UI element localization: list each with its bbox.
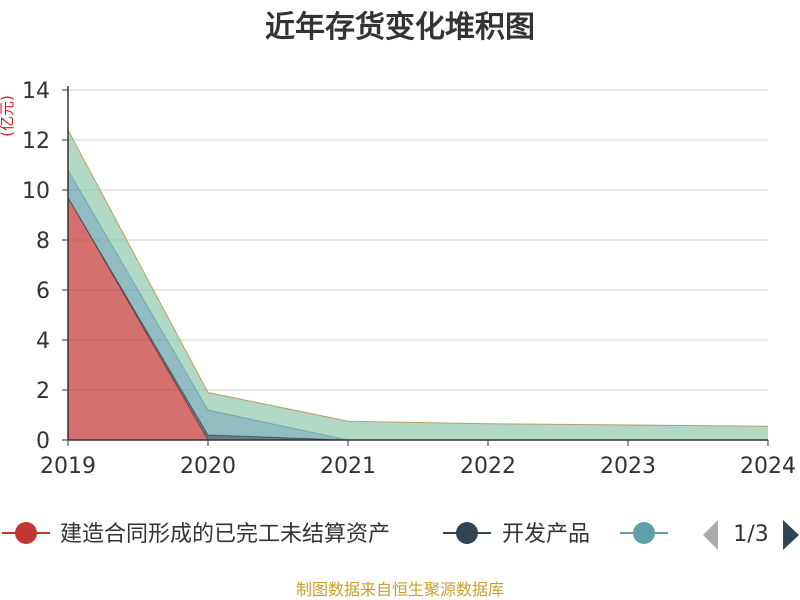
x-tick-labels: 2019 2020 2021 2022 2023 2024 (40, 440, 796, 479)
legend-page-indicator: 1/3 (733, 522, 768, 547)
legend-label-development-products: 开发产品 (502, 522, 590, 547)
chart-title: 近年存货变化堆积图 (265, 10, 535, 45)
area-series-0 (68, 197, 768, 440)
legend-marker-construction-contract (15, 522, 37, 544)
x-tick-label: 2021 (320, 454, 376, 479)
legend-item-development-products[interactable]: 开发产品 (443, 522, 590, 547)
x-tick-label: 2019 (40, 454, 96, 479)
y-tick-label: 12 (22, 129, 50, 154)
y-tick-label: 0 (36, 429, 50, 454)
x-tick-label: 2020 (180, 454, 236, 479)
y-tick-label: 2 (36, 379, 50, 404)
y-tick-labels: 0 2 4 6 8 10 12 14 (22, 79, 68, 454)
y-tick-label: 14 (22, 79, 50, 104)
x-tick-label: 2024 (740, 454, 796, 479)
legend-marker-development-products (456, 522, 478, 544)
legend-marker-third-series (633, 522, 655, 544)
y-tick-label: 4 (36, 329, 50, 354)
grid-lines (68, 89, 768, 391)
data-source-note: 制图数据来自恒生聚源数据库 (296, 580, 504, 599)
x-tick-label: 2023 (600, 454, 656, 479)
y-tick-label: 6 (36, 279, 50, 304)
legend-label-construction-contract: 建造合同形成的已完工未结算资产 (60, 522, 390, 547)
line-series-3 (67, 129, 769, 427)
y-axis-unit-label: (亿元) (0, 95, 16, 137)
legend-item-third-series[interactable] (620, 522, 668, 544)
legend-next-page-icon[interactable] (783, 520, 799, 550)
axes (67, 86, 768, 441)
legend[interactable]: 建造合同形成的已完工未结算资产 开发产品 1/3 (2, 520, 799, 550)
legend-item-construction-contract[interactable]: 建造合同形成的已完工未结算资产 (2, 522, 390, 547)
x-tick-label: 2022 (460, 454, 516, 479)
y-tick-label: 10 (22, 179, 50, 204)
legend-prev-page-icon[interactable] (703, 520, 718, 550)
y-tick-label: 8 (36, 229, 50, 254)
stacked-areas (67, 129, 769, 441)
